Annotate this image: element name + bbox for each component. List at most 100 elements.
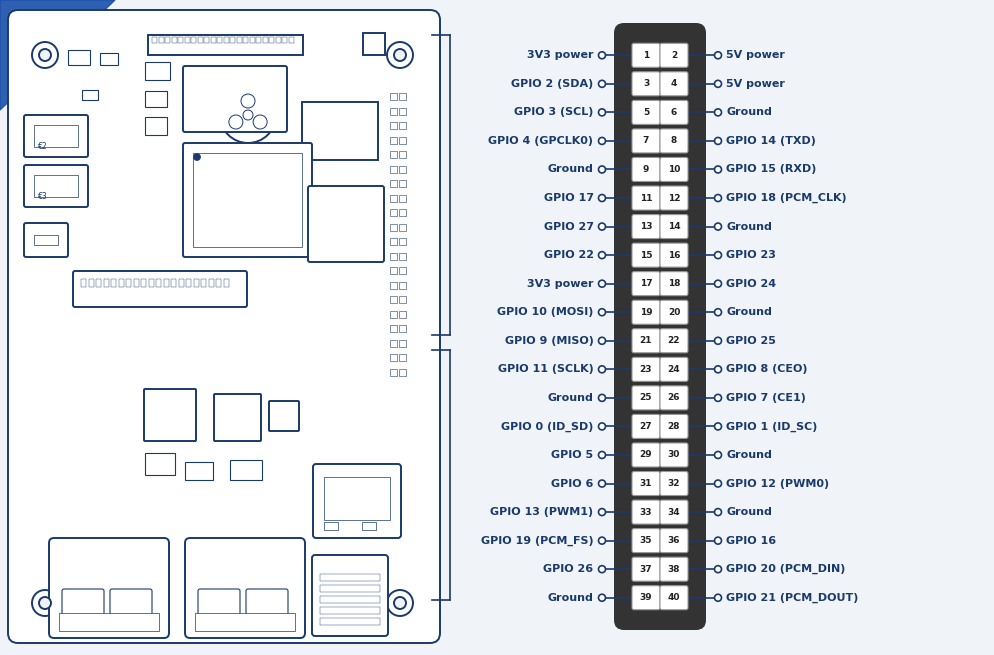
FancyBboxPatch shape [659,72,687,96]
Text: 11: 11 [639,193,652,202]
Bar [100,53,118,65]
FancyBboxPatch shape [631,72,659,96]
Bar [145,453,175,475]
Circle shape [387,42,413,68]
Text: GPIO 19 (PCM_FS): GPIO 19 (PCM_FS) [480,536,592,546]
Text: GPIO 22: GPIO 22 [543,250,592,260]
Bar [390,252,397,259]
Circle shape [714,594,721,601]
Bar [399,310,406,318]
Bar [399,136,406,143]
FancyBboxPatch shape [659,500,687,524]
Text: GPIO 20 (PCM_DIN): GPIO 20 (PCM_DIN) [726,564,845,574]
FancyBboxPatch shape [659,129,687,153]
Bar [399,107,406,115]
Bar [103,279,108,287]
Bar [390,325,397,332]
FancyBboxPatch shape [631,300,659,324]
Text: 9: 9 [642,165,648,174]
Circle shape [598,394,605,402]
Text: GPIO 23: GPIO 23 [726,250,775,260]
Bar [390,238,397,245]
Bar [217,37,222,43]
Bar [399,267,406,274]
Bar [118,279,123,287]
FancyBboxPatch shape [312,555,388,636]
Text: 29: 29 [639,451,652,459]
Text: 16: 16 [667,251,680,259]
FancyBboxPatch shape [659,186,687,210]
FancyBboxPatch shape [8,10,439,643]
Bar [148,35,303,55]
Bar [399,166,406,172]
Text: 2: 2 [670,51,677,60]
Text: 33: 33 [639,508,652,517]
Text: 21: 21 [639,336,652,345]
FancyBboxPatch shape [183,66,286,132]
Text: GPIO 17: GPIO 17 [543,193,592,203]
Bar [82,90,97,100]
Text: GPIO 0 (ID_SD): GPIO 0 (ID_SD) [501,421,592,432]
FancyBboxPatch shape [631,129,659,153]
Bar [204,37,209,43]
Text: GPIO 18 (PCM_CLK): GPIO 18 (PCM_CLK) [726,193,846,203]
Text: 5V power: 5V power [726,79,784,89]
Bar [320,596,380,603]
Text: GPIO 8 (CEO): GPIO 8 (CEO) [726,364,807,374]
Bar [195,613,294,631]
FancyBboxPatch shape [659,415,687,438]
Circle shape [32,590,58,616]
Text: 25: 25 [639,394,652,402]
Text: 3V3 power: 3V3 power [527,278,592,289]
Text: GPIO 1 (ID_SC): GPIO 1 (ID_SC) [726,421,817,432]
Text: 35: 35 [639,536,652,545]
FancyBboxPatch shape [24,115,87,157]
Bar [88,279,93,287]
Text: 27: 27 [639,422,652,431]
Circle shape [714,138,721,144]
Text: GPIO 10 (MOSI): GPIO 10 (MOSI) [497,307,592,317]
Circle shape [39,597,51,609]
FancyBboxPatch shape [659,386,687,410]
FancyBboxPatch shape [631,215,659,238]
Text: GPIO 4 (GPCLK0): GPIO 4 (GPCLK0) [488,136,592,146]
Bar [165,37,170,43]
Text: 34: 34 [667,508,680,517]
FancyBboxPatch shape [659,557,687,581]
Text: 18: 18 [667,279,680,288]
FancyBboxPatch shape [631,157,659,181]
Text: 28: 28 [667,422,680,431]
Bar [34,125,78,147]
FancyBboxPatch shape [659,157,687,181]
Circle shape [714,537,721,544]
Text: GPIO 6: GPIO 6 [551,479,592,489]
Text: 6: 6 [670,108,677,117]
FancyBboxPatch shape [659,586,687,610]
FancyBboxPatch shape [659,300,687,324]
Bar [288,37,293,43]
Bar [399,369,406,375]
Bar [145,91,167,107]
Bar [390,339,397,346]
Bar [230,460,261,480]
Text: 5V power: 5V power [726,50,784,60]
FancyBboxPatch shape [659,272,687,295]
Circle shape [598,480,605,487]
Bar [275,37,280,43]
FancyBboxPatch shape [631,186,659,210]
FancyBboxPatch shape [185,538,305,638]
Circle shape [598,166,605,173]
FancyBboxPatch shape [631,443,659,467]
Circle shape [598,337,605,345]
Circle shape [714,166,721,173]
Bar [399,223,406,231]
FancyBboxPatch shape [62,589,104,625]
Bar [399,252,406,259]
FancyBboxPatch shape [24,223,68,257]
Bar [390,180,397,187]
Text: Ground: Ground [726,221,771,232]
Circle shape [394,597,406,609]
Bar [81,279,85,287]
Circle shape [598,252,605,259]
Circle shape [714,451,721,458]
